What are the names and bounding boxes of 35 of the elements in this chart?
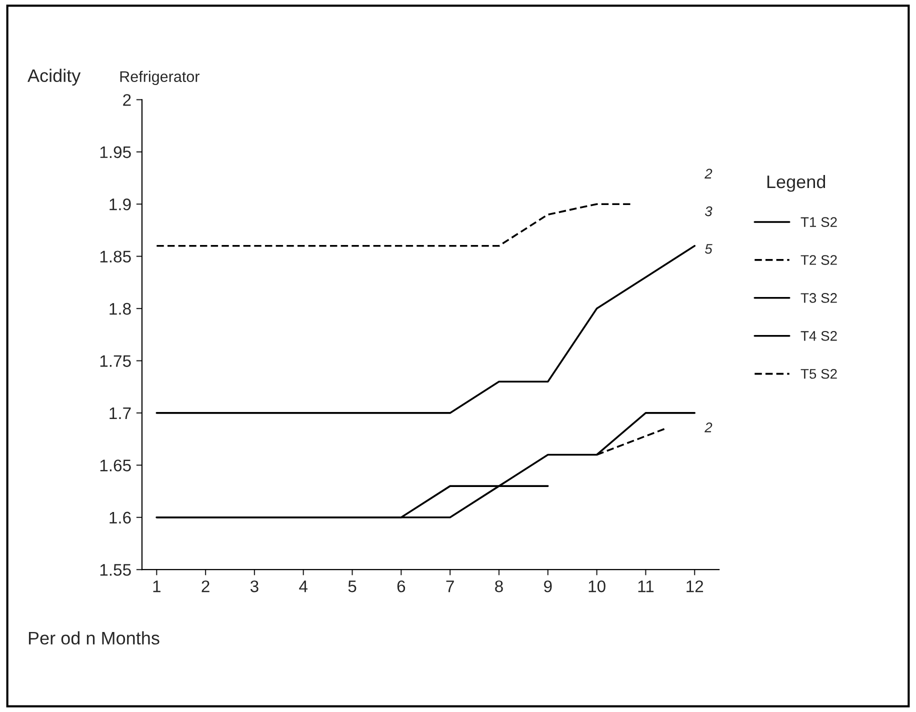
legend-label: T5 S2 [800, 368, 837, 379]
y-tick-label: 1.75 [100, 355, 131, 367]
x-axis-title: Per od n Months [28, 631, 160, 645]
x-tick-label: 8 [495, 580, 503, 592]
legend-label: T3 S2 [800, 293, 837, 303]
y-tick-label: 1.55 [100, 564, 131, 576]
x-tick-label: 2 [202, 580, 210, 592]
x-tick-label: 6 [397, 580, 406, 592]
x-tick-label: 4 [299, 580, 308, 592]
x-tick-label: 3 [250, 580, 258, 592]
legend-title: Legend [767, 174, 826, 192]
y-tick-label: 1.7 [110, 408, 131, 419]
annotation: 2 [704, 168, 712, 178]
y-tick-label: 1.6 [110, 512, 131, 524]
chart-title: Refrigerator [120, 70, 200, 86]
y-axis-title: Acidity [28, 68, 81, 86]
y-tick-label: 1.8 [110, 302, 131, 315]
legend-label: T2 S2 [800, 255, 837, 265]
y-tick-label: 1.9 [110, 198, 131, 210]
x-tick-label: 7 [446, 580, 454, 592]
annotation: 3 [704, 206, 712, 216]
y-tick-label: 1.95 [100, 146, 131, 158]
annotation: 5 [704, 244, 712, 254]
y-tick-label: 1.85 [100, 250, 131, 263]
x-tick-label: 9 [544, 580, 552, 592]
legend-label: T1 S2 [800, 217, 837, 227]
y-tick-label: 2 [123, 94, 131, 106]
x-tick-label: 10 [588, 580, 606, 592]
y-tick-label: 1.65 [100, 460, 131, 472]
x-tick-label: 12 [686, 580, 704, 592]
annotation: 2 [704, 422, 712, 432]
x-tick-label: 5 [348, 580, 356, 592]
x-tick-label: 1 [153, 580, 160, 592]
legend-label: T4 S2 [800, 331, 837, 341]
x-tick-label: 11 [638, 580, 654, 592]
